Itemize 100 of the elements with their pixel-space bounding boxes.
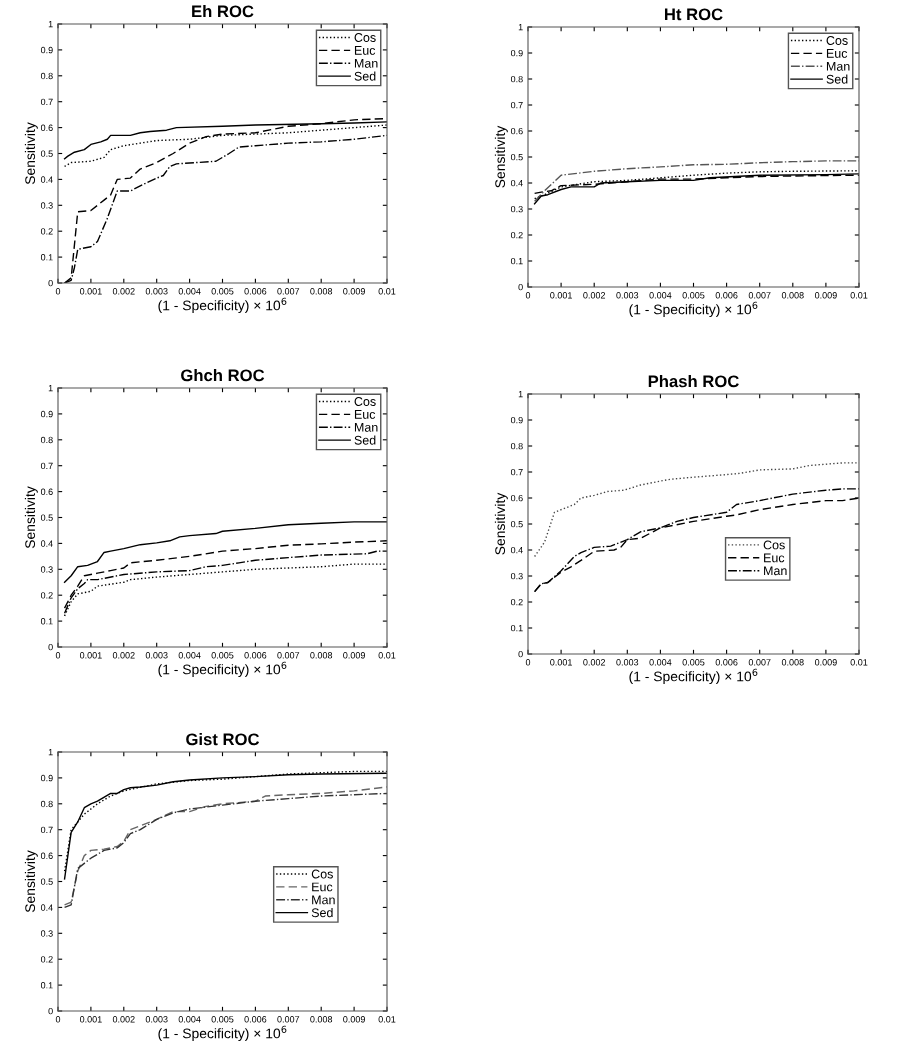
x-tick-label: 0.007 bbox=[277, 288, 300, 295]
x-tick-label: 0.006 bbox=[715, 659, 738, 666]
legend-label: Man bbox=[354, 59, 378, 68]
legend-label: Cos bbox=[311, 869, 333, 879]
x-axis-title: (1 - Specificity) × 10$^{6}$ bbox=[158, 661, 287, 678]
x-tick-label: 0.005 bbox=[682, 659, 705, 666]
legend-label: Euc bbox=[312, 882, 333, 892]
x-tick-label: 0.006 bbox=[244, 288, 267, 295]
x-tick-label: 0.007 bbox=[277, 652, 300, 659]
y-tick-label: 0.6 bbox=[40, 124, 53, 131]
y-tick-label: 0.3 bbox=[510, 572, 523, 580]
y-axis-title: Sensitivity bbox=[494, 492, 508, 555]
y-tick-label: 0.3 bbox=[40, 202, 53, 209]
y-tick-label: 0.7 bbox=[40, 462, 53, 470]
x-tick-label: 0.006 bbox=[244, 1016, 267, 1023]
legend-label: Sed bbox=[826, 74, 848, 84]
y-tick-label: 0.5 bbox=[40, 878, 53, 885]
y-tick-label: 0.1 bbox=[510, 257, 523, 265]
chart-title: Eh ROC bbox=[192, 4, 254, 18]
y-tick-label: 0.7 bbox=[40, 826, 53, 834]
x-tick-label: 0.004 bbox=[178, 288, 201, 295]
y-tick-label: 0.1 bbox=[40, 982, 53, 989]
y-tick-label: 0.4 bbox=[510, 179, 523, 187]
y-tick-label: 0.6 bbox=[40, 488, 53, 495]
y-axis-title: Sensitivity bbox=[24, 122, 38, 185]
legend-label: Man bbox=[312, 895, 335, 905]
y-tick-label: 0.1 bbox=[40, 618, 53, 625]
chart-title: Gist ROC bbox=[186, 732, 260, 746]
legend-label: Euc bbox=[354, 410, 376, 419]
x-tick-label: 0.004 bbox=[178, 652, 201, 659]
x-tick-label: 0.003 bbox=[145, 1016, 168, 1023]
x-tick-label: 0.001 bbox=[79, 1016, 102, 1023]
x-tick-label: 0 bbox=[525, 292, 531, 299]
x-tick-label: 0.001 bbox=[79, 288, 102, 295]
x-tick-label: 0.007 bbox=[748, 659, 771, 666]
y-axis-title: Sensitivity bbox=[24, 486, 38, 549]
x-tick-label: 0.008 bbox=[781, 659, 804, 666]
x-axis-title: (1 - Specificity) × 10$^{6}$ bbox=[158, 297, 287, 314]
chart-title: Ghch ROC bbox=[181, 368, 265, 382]
x-tick-label: 0.01 bbox=[378, 1016, 396, 1023]
y-tick-label: 1 bbox=[518, 391, 523, 398]
y-tick-label: 0.3 bbox=[40, 566, 53, 573]
x-tick-label: 0.009 bbox=[814, 659, 837, 666]
x-tick-label: 0.002 bbox=[112, 288, 135, 295]
legend-label: Man bbox=[764, 566, 787, 576]
x-axis-title: (1 - Specificity) × 10$^{6}$ bbox=[629, 668, 758, 685]
legend-label: Cos bbox=[354, 33, 376, 42]
x-tick-label: 0.004 bbox=[178, 1016, 201, 1023]
legend-label: Sed bbox=[354, 71, 376, 81]
x-tick-label: 0 bbox=[525, 659, 531, 666]
y-tick-label: 1 bbox=[48, 21, 53, 28]
legend-label: Cos bbox=[826, 36, 848, 45]
x-tick-label: 0.002 bbox=[112, 1016, 135, 1023]
x-tick-label: 0.008 bbox=[781, 292, 804, 299]
x-tick-label: 0.008 bbox=[310, 288, 333, 295]
y-tick-label: 0.2 bbox=[510, 598, 523, 606]
x-tick-label: 0.008 bbox=[310, 1016, 333, 1023]
legend-label: Sed bbox=[354, 435, 376, 445]
y-tick-label: 0.6 bbox=[510, 127, 523, 135]
x-tick-label: 0.001 bbox=[550, 659, 572, 666]
y-tick-label: 0.6 bbox=[510, 494, 523, 502]
x-tick-label: 0.01 bbox=[850, 292, 868, 299]
x-tick-label: 0 bbox=[55, 652, 61, 659]
chart-title: Ht ROC bbox=[664, 8, 723, 21]
y-tick-label: 0.5 bbox=[510, 153, 523, 161]
y-tick-label: 0.9 bbox=[40, 410, 53, 418]
y-tick-label: 0.4 bbox=[40, 176, 53, 183]
y-tick-label: 0.2 bbox=[40, 592, 53, 599]
y-tick-label: 0.8 bbox=[40, 436, 53, 444]
x-tick-label: 0.006 bbox=[715, 292, 738, 299]
x-tick-label: 0.01 bbox=[850, 659, 868, 666]
y-tick-label: 0 bbox=[48, 643, 53, 651]
x-tick-label: 0.009 bbox=[343, 288, 365, 295]
y-tick-label: 0.2 bbox=[40, 228, 53, 235]
x-tick-label: 0 bbox=[55, 288, 61, 295]
y-tick-label: 1 bbox=[48, 385, 53, 392]
x-tick-label: 0.01 bbox=[378, 288, 396, 295]
x-tick-label: 0.008 bbox=[310, 652, 333, 659]
x-tick-label: 0.007 bbox=[277, 1016, 300, 1023]
x-tick-label: 0 bbox=[55, 1016, 61, 1023]
x-tick-label: 0.004 bbox=[649, 292, 672, 299]
y-tick-label: 0 bbox=[48, 279, 53, 287]
y-tick-label: 0.4 bbox=[40, 540, 53, 547]
x-tick-label: 0.003 bbox=[616, 292, 639, 299]
y-tick-label: 0.7 bbox=[510, 468, 523, 476]
legend-label: Euc bbox=[826, 49, 848, 58]
y-tick-label: 1 bbox=[518, 24, 523, 31]
x-tick-label: 0.002 bbox=[112, 652, 135, 659]
y-tick-label: 0.3 bbox=[510, 205, 523, 213]
y-tick-label: 0.1 bbox=[40, 254, 53, 261]
y-tick-label: 0.4 bbox=[510, 546, 523, 554]
y-tick-label: 0.8 bbox=[40, 72, 53, 80]
y-tick-label: 0.3 bbox=[40, 930, 53, 937]
legend-label: Cos bbox=[763, 540, 785, 550]
x-tick-label: 0.003 bbox=[616, 659, 639, 666]
x-tick-label: 0.005 bbox=[682, 292, 705, 299]
y-tick-label: 0.9 bbox=[40, 774, 53, 782]
x-tick-label: 0.002 bbox=[583, 292, 606, 299]
x-tick-label: 0.01 bbox=[378, 652, 396, 659]
y-tick-label: 0.1 bbox=[510, 624, 523, 632]
